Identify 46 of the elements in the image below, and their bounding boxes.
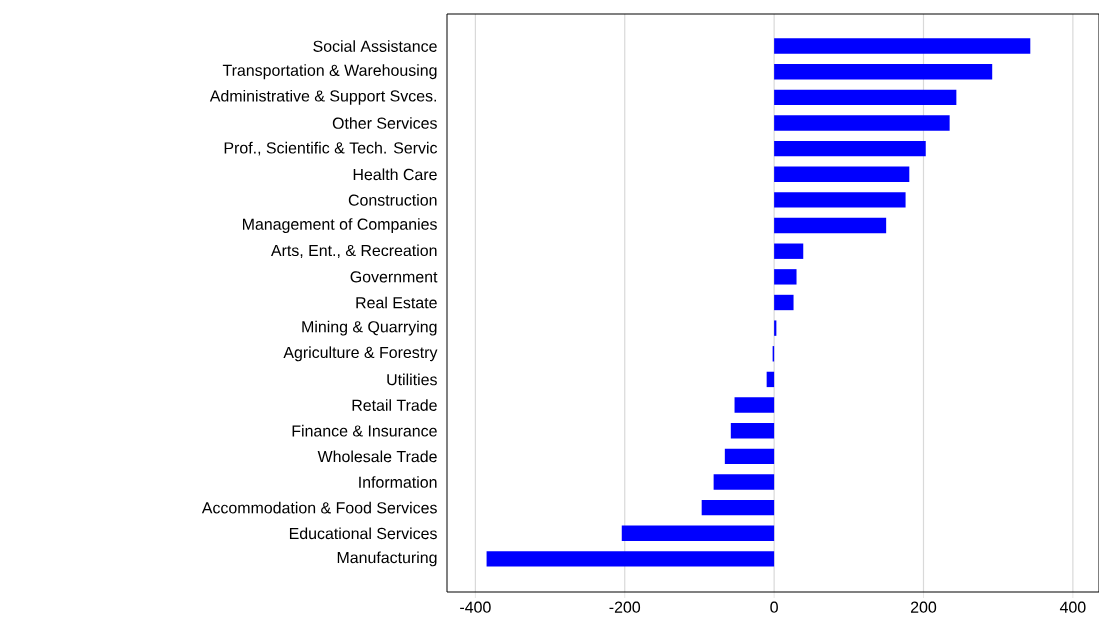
- bar: [774, 115, 950, 131]
- bar: [774, 166, 910, 182]
- y-tick-label: Transportation & Warehousing: [222, 64, 437, 80]
- y-tick-label: Information: [359, 476, 437, 488]
- bar: [774, 320, 777, 336]
- bar: [713, 474, 775, 490]
- y-tick-label: Construction: [348, 194, 437, 206]
- bar: [774, 217, 887, 234]
- bar: [774, 38, 1031, 54]
- y-tick-label: Management of Companies: [242, 218, 437, 233]
- bar: [621, 525, 775, 541]
- bar: [730, 423, 775, 439]
- y-tick-label: Agriculture & Forestry: [283, 346, 438, 362]
- y-tick-label: Utilities: [387, 373, 437, 386]
- y-tick-label: Administrative & Support Svces.: [209, 89, 437, 105]
- bar: [734, 397, 775, 413]
- x-tick-label: -400: [460, 601, 491, 613]
- y-tick-label: Real Estate: [356, 296, 437, 309]
- y-tick-label: Arts, Ent., & Recreation: [270, 244, 437, 258]
- y-tick-label: Social Assistance: [313, 40, 437, 52]
- bar: [766, 371, 775, 388]
- bar: [774, 89, 957, 106]
- y-tick-label: Prof., Scientific & Tech. Servic: [224, 141, 438, 156]
- x-tick-label: -200: [609, 601, 641, 613]
- x-tick-label: 0: [770, 601, 778, 613]
- bar: [774, 294, 794, 311]
- x-tick-label: 200: [911, 601, 937, 613]
- bar: [774, 243, 804, 259]
- bar: [486, 551, 775, 567]
- bar: [774, 64, 993, 80]
- y-tick-label: Accommodation & Food Services: [201, 501, 437, 514]
- y-tick-label: Finance & Insurance: [292, 424, 437, 437]
- y-tick-label: Health Care: [353, 168, 437, 181]
- bar: [774, 192, 906, 208]
- y-tick-label: Educational Services: [289, 527, 437, 540]
- x-tick-label: 400: [1059, 601, 1086, 613]
- bar: [724, 448, 775, 465]
- y-tick-label: Manufacturing: [337, 551, 437, 567]
- y-tick-label: Government: [350, 271, 438, 283]
- bar: [701, 499, 775, 516]
- bar: [774, 140, 926, 157]
- bar: [774, 269, 797, 285]
- y-tick-label: Mining & Quarrying: [302, 320, 437, 336]
- y-tick-label: Retail Trade: [352, 399, 437, 411]
- y-tick-label: Wholesale Trade: [317, 450, 437, 463]
- y-tick-label: Other Services: [332, 117, 437, 129]
